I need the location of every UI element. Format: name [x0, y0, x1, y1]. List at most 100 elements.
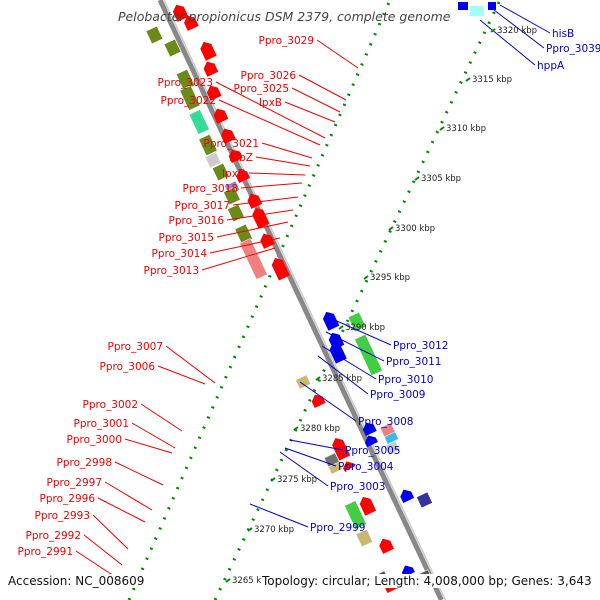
gene-36 — [383, 431, 399, 445]
leader-line — [218, 99, 321, 146]
gene-26 — [245, 252, 268, 280]
kbp-tick — [315, 376, 321, 381]
leader-line — [232, 196, 299, 206]
gene-arrow — [221, 128, 236, 144]
gene-label-left: Ppro_3016 — [169, 215, 225, 227]
gene-8 — [206, 85, 222, 101]
gene-label-left: fabZ — [229, 152, 253, 164]
gene-top-cyan — [470, 6, 484, 16]
gene-label-left: Ppro_2998 — [57, 457, 112, 469]
gene-box — [204, 151, 222, 169]
label-leader-lines — [75, 4, 551, 579]
gene-24 — [260, 233, 275, 249]
gene-arrow — [172, 4, 189, 22]
gene-1 — [172, 4, 189, 22]
kbp-tick — [465, 77, 471, 82]
gene-arrow — [213, 108, 229, 124]
gene-label-right: Ppro_3003 — [330, 481, 385, 493]
gene-arrow — [203, 61, 219, 77]
kbp-tick — [338, 325, 344, 330]
leader-line — [140, 403, 183, 432]
gene-label-left: Ppro_2991 — [18, 546, 73, 558]
leader-line — [157, 365, 206, 385]
gene-box — [211, 162, 230, 182]
gene-45 — [416, 491, 433, 509]
gene-arrow — [200, 41, 217, 61]
leader-line — [255, 156, 311, 167]
gene-box — [355, 528, 374, 548]
gene-box — [245, 252, 268, 280]
genome-backbone — [157, 0, 447, 600]
gene-label-left: Ppro_3001 — [74, 418, 129, 430]
gene-arrow — [362, 422, 377, 436]
gene-label-right: Ppro_3005 — [345, 445, 400, 457]
kbp-tick-label: 3270 kbp — [254, 525, 294, 535]
leader-line — [284, 101, 336, 123]
leader-line — [299, 381, 357, 422]
gene-label-left: Ppro_2993 — [35, 510, 90, 522]
gene-16 — [211, 162, 230, 182]
leader-line — [325, 331, 385, 362]
tick-guide-lines — [127, 0, 502, 600]
gene-label-right: Ppro_3004 — [338, 461, 394, 473]
leader-line — [298, 74, 347, 101]
gene-label-right: Ppro_3011 — [386, 356, 441, 368]
gene-box — [188, 109, 210, 135]
gene-label-left: Ppro_3026 — [241, 70, 297, 82]
gene-label-left: Ppro_2992 — [26, 530, 81, 542]
outer-dotted-line — [213, 0, 502, 600]
leader-line — [289, 439, 344, 451]
leader-line — [216, 221, 289, 238]
leader-line — [291, 87, 341, 113]
gene-label-left: Ppro_3000 — [67, 434, 122, 446]
gene-label-left: Ppro_3007 — [108, 341, 163, 353]
gene-43 — [343, 461, 356, 472]
gene-19 — [223, 186, 241, 206]
gene-14 — [228, 149, 243, 163]
kbp-tick-label: 3315 kbp — [472, 75, 512, 85]
genome-summary-text: Topology: circular; Length: 4,008,000 bp… — [262, 574, 592, 588]
kbp-tick-label: 3320 kbp — [497, 26, 537, 36]
gene-top-blue-2 — [488, 2, 496, 10]
gene-arrow — [206, 85, 222, 101]
backbone-line — [157, 0, 444, 600]
kbp-tick-marks: 3320 kbp 3315 kbp 3310 kbp 3305 kbp 3300 kbp… — [225, 26, 537, 586]
gene-box — [344, 500, 367, 530]
gene-arrow — [322, 311, 340, 331]
gene-31 — [354, 334, 383, 376]
leader-line — [499, 4, 551, 34]
accession-text: Accession: NC_008609 — [8, 574, 145, 588]
gene-box — [354, 334, 383, 376]
gene-label-right: hisB — [552, 28, 574, 40]
kbp-tick — [293, 426, 299, 431]
leader-line — [279, 451, 329, 487]
leader-line — [75, 550, 118, 579]
kbp-tick — [225, 578, 231, 583]
gene-arrow — [364, 435, 378, 448]
gene-48 — [355, 528, 374, 548]
backbone-shadow — [163, 0, 447, 600]
gene-box — [227, 203, 245, 223]
leader-line — [479, 19, 536, 66]
gene-box — [328, 461, 343, 475]
gene-arrow — [359, 496, 377, 516]
gene-box — [198, 133, 218, 157]
leader-line — [316, 39, 359, 69]
gene-13 — [198, 133, 218, 157]
gene-6 — [203, 61, 219, 77]
gene-46 — [359, 496, 377, 516]
leader-line — [226, 209, 294, 221]
gene-arrow — [228, 149, 243, 163]
gene-arrow — [236, 169, 251, 183]
kbp-tick — [439, 126, 445, 131]
leader-line — [124, 438, 173, 454]
gene-38 — [362, 422, 377, 436]
gene-label-left: lpxB — [259, 97, 282, 109]
gene-27 — [271, 258, 290, 281]
gene-42 — [328, 461, 343, 475]
gene-label-right: Ppro_3012 — [393, 340, 448, 352]
gene-label-right: Ppro_3010 — [378, 374, 433, 386]
leader-line — [321, 345, 377, 380]
